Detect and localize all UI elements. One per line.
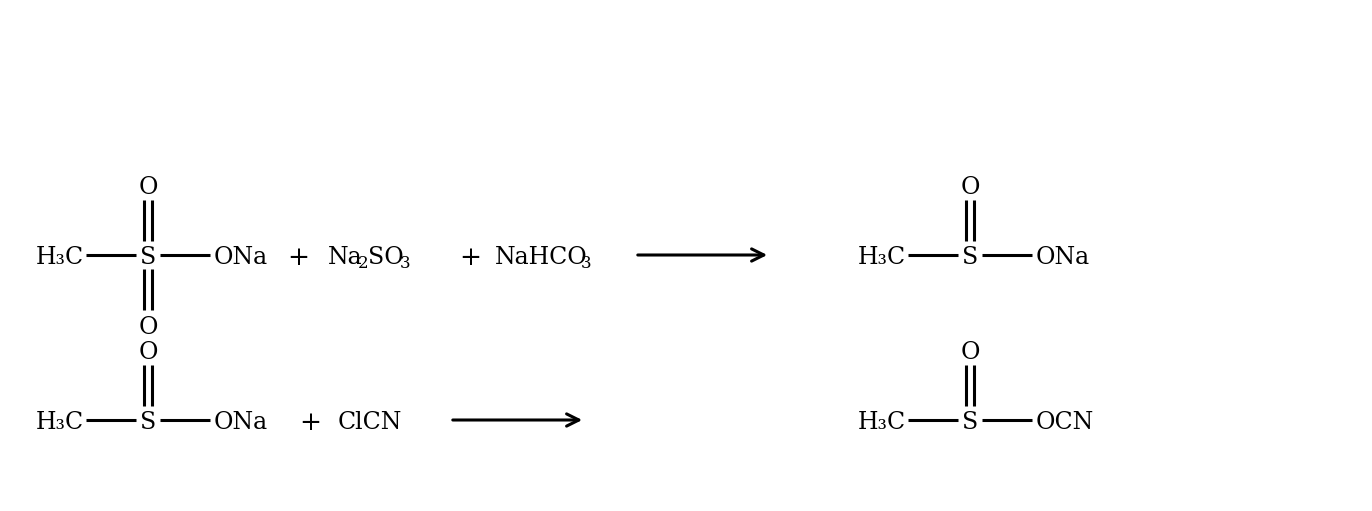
Text: +: + bbox=[287, 245, 309, 270]
Text: ONa: ONa bbox=[214, 411, 268, 434]
Text: H₃C: H₃C bbox=[858, 246, 906, 269]
Text: O: O bbox=[139, 176, 158, 199]
Text: ClCN: ClCN bbox=[338, 411, 402, 434]
Text: 3: 3 bbox=[580, 256, 591, 272]
Text: H₃C: H₃C bbox=[858, 411, 906, 434]
Text: SO: SO bbox=[368, 246, 403, 269]
Text: 2: 2 bbox=[358, 256, 369, 272]
Text: O: O bbox=[960, 341, 980, 364]
Text: NaHCO: NaHCO bbox=[495, 246, 587, 269]
Text: S: S bbox=[962, 246, 978, 269]
Text: S: S bbox=[140, 411, 156, 434]
Text: O: O bbox=[139, 316, 158, 339]
Text: S: S bbox=[962, 411, 978, 434]
Text: H₃C: H₃C bbox=[36, 411, 84, 434]
Text: S: S bbox=[140, 246, 156, 269]
Text: +: + bbox=[460, 245, 482, 270]
Text: ONa: ONa bbox=[1036, 246, 1091, 269]
Text: 3: 3 bbox=[401, 256, 410, 272]
Text: OCN: OCN bbox=[1036, 411, 1095, 434]
Text: Na: Na bbox=[328, 246, 362, 269]
Text: +: + bbox=[299, 410, 321, 435]
Text: ONa: ONa bbox=[214, 246, 268, 269]
Text: O: O bbox=[960, 176, 980, 199]
Text: O: O bbox=[139, 341, 158, 364]
Text: H₃C: H₃C bbox=[36, 246, 84, 269]
